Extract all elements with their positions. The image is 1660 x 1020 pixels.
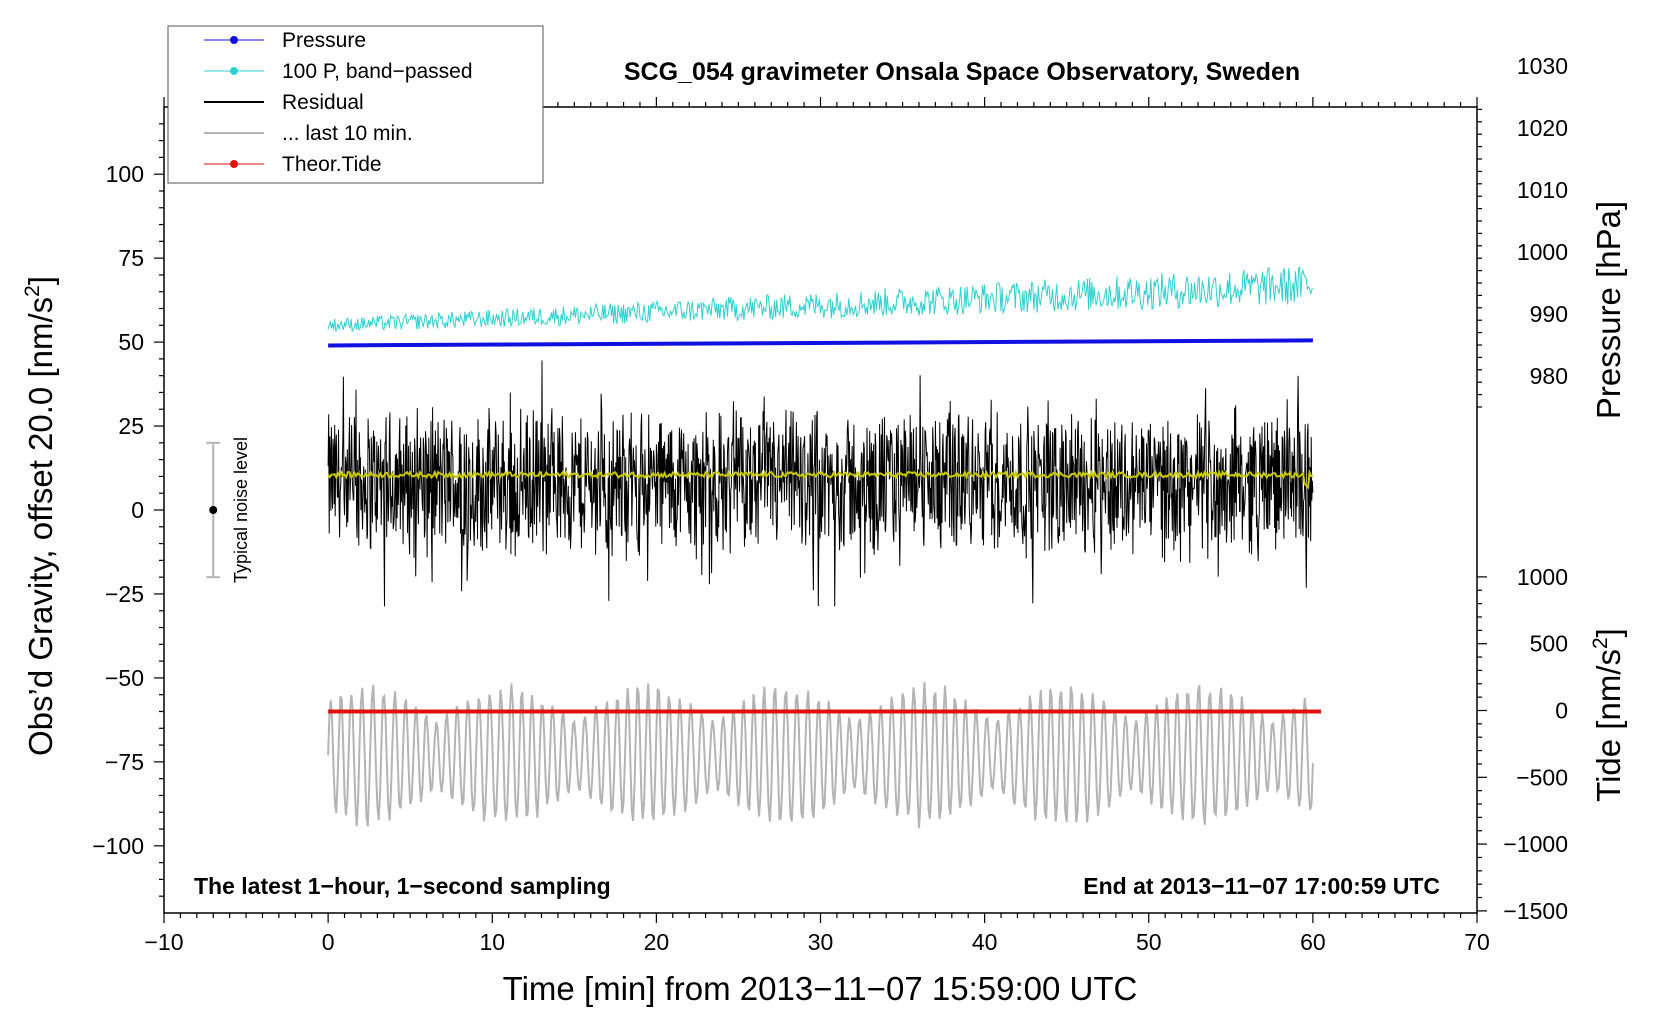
pressure-tick-label: 1020 [1517,115,1568,141]
legend-label: Residual [282,91,364,114]
y-left-tick-label: −75 [105,749,144,775]
tide-tick-label: −1500 [1503,898,1568,924]
y-left-tick-label: 50 [118,329,144,355]
y-left-axis-title: Obs’d Gravity, offset 20.0 [nm/s2] [21,276,59,756]
noise-bar-center-dot [209,506,218,514]
legend-label: Theor.Tide [282,153,382,176]
y-left-tick-label: 100 [106,161,144,187]
legend-label: ... last 10 min. [282,122,413,145]
x-tick-label: 20 [644,929,670,955]
tide-tick-label: −1000 [1503,831,1568,857]
legend-label: 100 P, band−passed [282,60,473,83]
pressure-tick-label: 1030 [1517,53,1568,79]
x-tick-label: 30 [808,929,834,955]
x-tick-label: 10 [479,929,505,955]
annotation-sampling: The latest 1−hour, 1−second sampling [194,873,611,899]
x-tick-label: −10 [144,929,183,955]
x-axis-title: Time [min] from 2013−11−07 15:59:00 UTC [503,970,1138,1007]
y-left-tick-label: 75 [118,245,144,271]
y-left-tick-label: 0 [131,497,144,523]
series-layer [327,266,1322,829]
pressure-series [328,338,1313,348]
residual-series [327,360,1314,607]
pressure-tick-label: 1000 [1517,239,1568,265]
legend-label: Pressure [282,29,366,52]
tide-axis-title: Tide [nm/s2] [1589,628,1627,802]
tide-tick-label: 500 [1530,631,1568,657]
pressure-tick-labels: 1030 1020 1010 1000 990 980 [1517,53,1568,389]
tide-tick-label: 1000 [1517,564,1568,590]
y-left-tick-label: −50 [105,665,144,691]
legend: Pressure 100 P, band−passed Residual ... la… [167,25,544,184]
legend-marker [230,36,238,44]
noise-level-bar [206,441,221,579]
bandpassed-pressure-series [327,266,1314,333]
x-tick-label: 60 [1300,929,1326,955]
x-tick-label: 0 [322,929,335,955]
y-left-tick-label: 25 [118,413,144,439]
tide-tick-labels: 1000 500 0 −500 −1000 −1500 [1503,564,1568,924]
x-tick-labels: −10 0 10 20 30 40 50 60 70 [144,929,1489,955]
y-left-tick-label: −100 [92,833,144,859]
x-tick-label: 70 [1464,929,1490,955]
legend-marker [230,160,238,168]
pressure-tick-label: 990 [1530,301,1568,327]
x-tick-label: 50 [1136,929,1162,955]
residual-smoothed-series [327,468,1314,490]
pressure-tick-label: 980 [1530,363,1568,389]
legend-box [167,25,544,184]
tide-tick-label: 0 [1555,698,1568,724]
x-tick-label: 40 [972,929,998,955]
pressure-axis-title: Pressure [hPa] [1590,201,1627,419]
tide-tick-label: −500 [1516,764,1568,790]
noise-level-label: Typical noise level [231,437,251,583]
chart-title: SCG_054 gravimeter Onsala Space Observat… [624,58,1300,86]
pressure-tick-label: 1010 [1517,177,1568,203]
annotation-end-time: End at 2013−11−07 17:00:59 UTC [1083,873,1440,899]
y-left-tick-label: −25 [105,581,144,607]
last-10-min-series [327,682,1314,829]
y-left-tick-labels: 100 75 50 25 0 −25 −50 −75 −100 [92,161,144,859]
legend-marker [230,67,238,75]
